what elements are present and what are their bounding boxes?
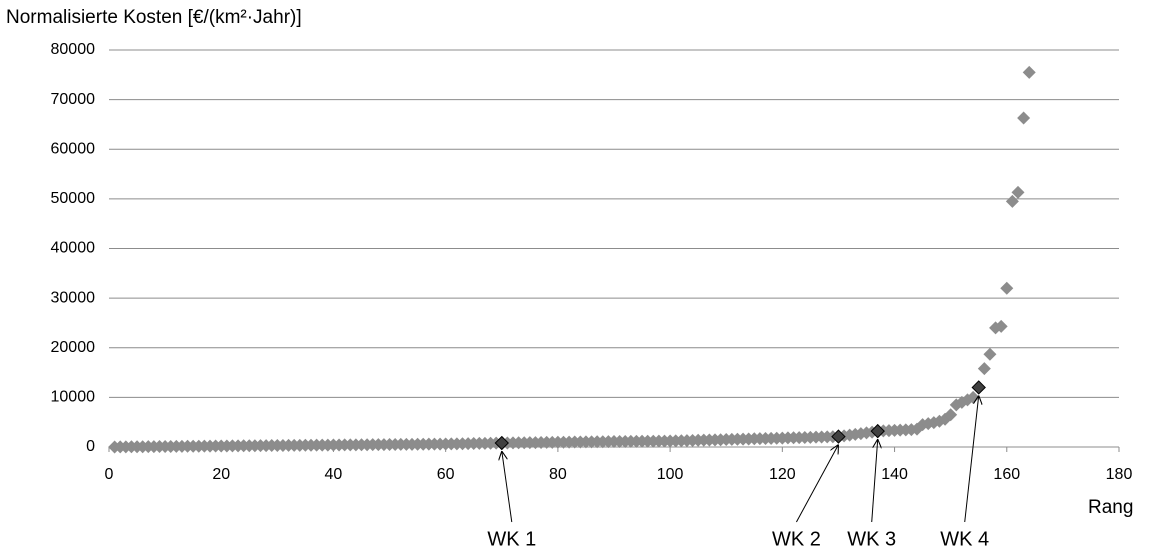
point <box>1022 65 1036 79</box>
point <box>977 362 991 376</box>
point <box>1005 194 1019 208</box>
highlight-point <box>831 429 846 444</box>
x-tick-label: 0 <box>105 466 114 483</box>
x-tick-label: 20 <box>212 466 230 483</box>
x-tick-label: 40 <box>325 466 343 483</box>
x-tick-label: 180 <box>1106 466 1133 483</box>
annotation-arrow <box>502 451 513 523</box>
y-tick-label: 80000 <box>51 41 96 58</box>
x-tick-label: 120 <box>769 466 796 483</box>
highlight-point <box>870 423 885 439</box>
x-tick-label: 160 <box>993 466 1020 483</box>
point <box>1011 185 1025 199</box>
x-tick-label: 100 <box>657 466 684 483</box>
annotation: WK 1 <box>487 528 536 550</box>
point <box>944 408 958 422</box>
annotation: WK 2 <box>772 528 821 550</box>
y-tick-label: 30000 <box>51 289 96 306</box>
y-tick-label: 0 <box>86 438 95 455</box>
highlight-point <box>971 380 986 395</box>
y-tick-label: 70000 <box>51 91 96 108</box>
y-tick-label: 60000 <box>51 140 96 157</box>
annotation: WK 4 <box>940 528 989 550</box>
y-tick-label: 50000 <box>51 190 96 207</box>
point <box>994 319 1008 333</box>
x-tick-label: 80 <box>549 466 567 483</box>
point <box>1000 281 1014 295</box>
y-tick-label: 40000 <box>51 240 96 257</box>
x-tick-label: 140 <box>881 466 908 483</box>
highlight-point <box>494 435 509 451</box>
point <box>1017 111 1031 125</box>
x-axis-title: Rang <box>1088 497 1133 518</box>
annotation-arrow <box>964 395 979 523</box>
y-tick-label: 10000 <box>51 389 96 406</box>
annotation: WK 3 <box>847 528 896 550</box>
y-axis-title: Normalisierte Kosten [€/(km²·Jahr)] <box>6 7 302 28</box>
annotation-arrow <box>796 445 838 523</box>
annotation-arrow <box>871 439 878 523</box>
y-tick-label: 20000 <box>51 339 96 356</box>
point <box>983 347 997 361</box>
x-tick-label: 60 <box>437 466 455 483</box>
